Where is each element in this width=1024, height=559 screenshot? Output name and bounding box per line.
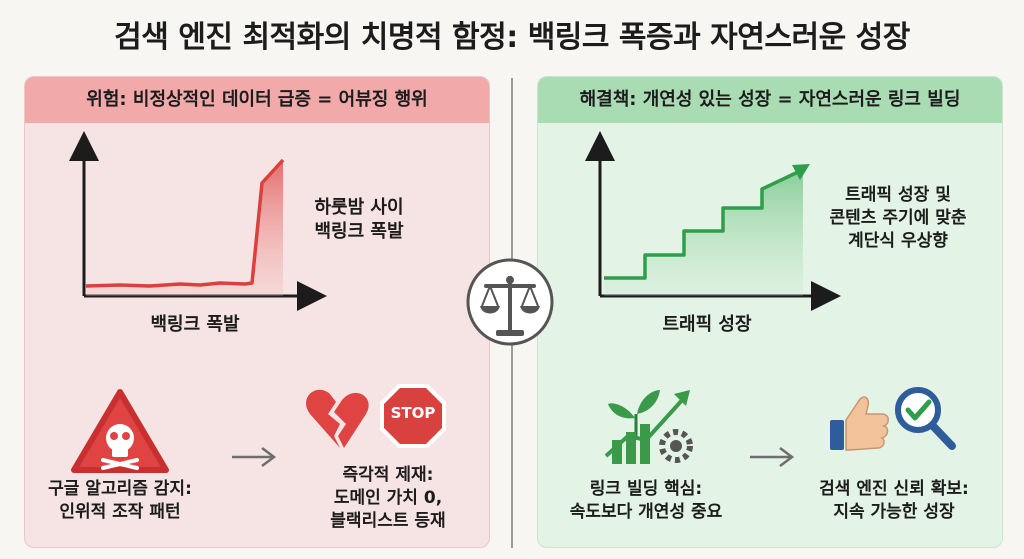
link-building-line-1: 링크 빌딩 핵심: (589, 479, 703, 499)
backlink-spike-chart (69, 131, 327, 311)
thumbs-up-icon (830, 396, 889, 451)
penalty-line-1: 즉각적 제재: (342, 465, 434, 485)
growth-arrowhead (792, 164, 810, 180)
spike-line (85, 158, 285, 288)
trust-line-2: 지속 가능한 성장 (833, 501, 955, 522)
danger-panel-header: 위험: 비정상적인 데이터 급증 = 어뷰징 행위 (25, 77, 489, 123)
right-chart-label: 트래픽 성장 (662, 314, 752, 335)
growth-caption-line-2: 콘텐츠 주기에 맞춘 (829, 207, 967, 228)
staircase-line (604, 170, 799, 280)
growth-plant-icon (604, 390, 693, 464)
traffic-growth-chart (585, 131, 841, 311)
link-building-caption: 링크 빌딩 핵심: 속도보다 개연성 중요 (548, 478, 744, 524)
left-chart-label: 백링크 폭발 (150, 314, 240, 335)
stop-sign-label: STOP (390, 404, 436, 422)
stop-sign-icon (380, 384, 446, 448)
spike-caption: 하룻밤 사이 백링크 폭발 (294, 196, 424, 245)
balance-scale-icon (466, 258, 554, 346)
spike-caption-line-2: 백링크 폭발 (314, 221, 404, 243)
warning-skull-icon (71, 389, 169, 473)
detection-line-2: 인위적 조작 패턴 (59, 501, 181, 522)
right-flow-arrow (750, 447, 795, 467)
left-flow-arrow (232, 447, 277, 467)
broken-heart-icon (306, 389, 369, 448)
page-title: 검색 엔진 최적화의 치명적 함정: 백링크 폭증과 자연스러운 성장 (114, 20, 910, 55)
growth-caption-line-3: 계단식 우상향 (848, 230, 948, 251)
penalty-line-3: 블랙리스트 등재 (330, 510, 446, 531)
penalty-line-2: 도메인 가치 0, (333, 487, 443, 508)
trust-caption: 검색 엔진 신뢰 확보: 지속 가능한 성장 (796, 478, 992, 524)
detection-line-1: 구글 알고리즘 감지: (48, 479, 192, 499)
magnifier-check-icon (895, 387, 956, 450)
detection-caption: 구글 알고리즘 감지: 인위적 조작 패턴 (14, 478, 226, 524)
solution-panel-header: 해결책: 개연성 있는 성장 = 자연스러운 링크 빌딩 (538, 77, 1002, 123)
trust-line-1: 검색 엔진 신뢰 확보: (819, 479, 969, 499)
link-building-line-2: 속도보다 개연성 중요 (569, 501, 723, 522)
spike-caption-line-1: 하룻밤 사이 (314, 197, 404, 218)
penalty-caption: 즉각적 제재: 도메인 가치 0, 블랙리스트 등재 (290, 464, 486, 533)
growth-caption: 트래픽 성장 및 콘텐츠 주기에 맞춘 계단식 우상향 (812, 184, 984, 253)
growth-caption-line-1: 트래픽 성장 및 (845, 185, 951, 205)
